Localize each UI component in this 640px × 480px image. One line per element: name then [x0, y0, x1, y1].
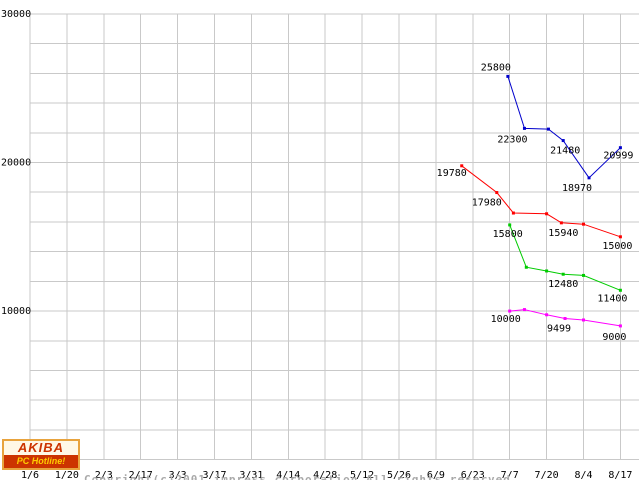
series-line	[509, 224, 621, 291]
value-label: 19780	[437, 168, 467, 179]
x-tick-label: 3/31	[239, 470, 263, 480]
series-green: 15800 12480 11400	[493, 223, 627, 304]
series-line	[507, 76, 621, 179]
value-label: 9000	[602, 332, 626, 343]
data-point	[618, 288, 622, 292]
value-label: 22300	[497, 134, 527, 145]
value-label: 9499	[547, 324, 571, 335]
value-label: 15800	[493, 229, 523, 240]
x-tick-label: 6/23	[461, 470, 485, 480]
x-tick-label: 6/9	[427, 470, 445, 480]
x-tick-label: 3/17	[202, 470, 226, 480]
data-point	[545, 212, 549, 216]
x-tick-label: 1/20	[55, 470, 79, 480]
x-tick-label: 7/7	[501, 470, 519, 480]
x-tick-label: 2/17	[129, 470, 153, 480]
copyright-block: Copyright(c)2001 impress corporation All…	[84, 439, 519, 480]
data-point	[545, 313, 549, 317]
data-point	[582, 318, 585, 322]
series-line	[509, 309, 621, 327]
data-point	[522, 126, 526, 130]
akiba-logo: AKIBA PC Hotline!	[2, 439, 80, 470]
data-point	[582, 273, 585, 277]
series-red: 19780 17980 15940 15000	[437, 164, 632, 252]
data-point	[522, 308, 526, 312]
akiba-logo-subtitle: PC Hotline!	[4, 455, 78, 468]
y-tick-label: 10000	[1, 306, 31, 317]
data-point	[511, 211, 515, 215]
x-tick-label: 8/17	[608, 470, 632, 480]
akiba-logo-title: AKIBA	[17, 440, 65, 455]
value-label: 15000	[602, 241, 632, 252]
value-label: 18970	[562, 183, 592, 194]
x-tick-label: 5/12	[350, 470, 374, 480]
data-point	[561, 139, 565, 143]
x-tick-label: 5/26	[387, 470, 411, 480]
data-point	[559, 221, 563, 225]
x-tick-label: 8/4	[574, 470, 592, 480]
x-tick-label: 1/6	[21, 470, 39, 480]
data-point	[563, 317, 567, 321]
y-tick-label: 20000	[1, 158, 31, 169]
value-label: 25800	[481, 62, 511, 73]
series-blue: 25800 22300 21480 18970 20999	[481, 62, 634, 193]
series-magenta: 10000 9499 9000	[491, 308, 626, 343]
value-label: 10000	[491, 314, 521, 325]
data-point	[582, 222, 585, 226]
data-point	[460, 164, 464, 168]
y-tick-label: 30000	[1, 9, 31, 20]
value-label: 20999	[603, 151, 633, 162]
data-point	[618, 146, 622, 150]
data-point	[587, 176, 591, 180]
x-tick-label: 4/28	[313, 470, 337, 480]
value-label: 11400	[597, 293, 627, 304]
x-tick-label: 2/3	[95, 470, 113, 480]
value-label: 15940	[548, 228, 578, 239]
x-tick-label: 4/14	[276, 470, 300, 480]
data-point	[618, 324, 622, 328]
data-point	[561, 272, 565, 276]
y-axis-labels: 30000 20000 10000	[1, 9, 31, 317]
value-label: 21480	[550, 146, 580, 157]
gridlines	[29, 13, 639, 461]
data-point	[524, 265, 528, 269]
value-label: 12480	[548, 279, 578, 290]
data-point	[495, 191, 499, 195]
data-point	[508, 309, 512, 313]
footer-watermark: AKIBA PC Hotline! Copyright(c)2001 impre…	[2, 439, 519, 480]
x-axis-labels: 1/6 1/20 2/3 2/17 3/3 3/17 3/31 4/14 4/28 5/12 5/2…	[21, 470, 632, 480]
copyright-line1: Copyright(c)2001 impress corporation All…	[84, 473, 519, 480]
data-point	[506, 74, 510, 78]
x-tick-label: 7/20	[535, 470, 559, 480]
data-point	[545, 269, 549, 273]
value-label: 17980	[472, 198, 502, 209]
data-point	[508, 223, 512, 227]
data-point	[546, 127, 550, 131]
data-point	[618, 235, 622, 239]
x-tick-label: 3/3	[169, 470, 187, 480]
